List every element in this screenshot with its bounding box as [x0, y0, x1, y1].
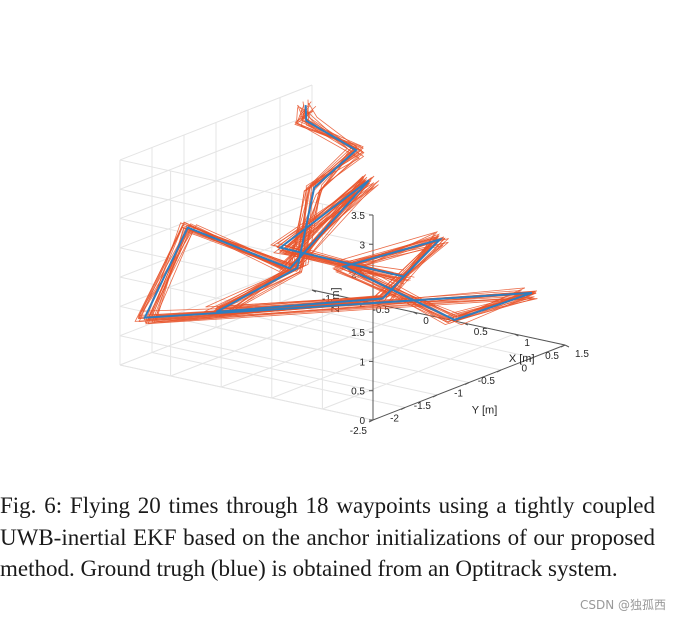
- grid-line: [119, 84, 313, 161]
- y-tick-label: -0.5: [478, 376, 496, 387]
- grid-lines: [119, 84, 566, 421]
- y-tick-mark: [560, 344, 566, 348]
- y-tick-label: 0: [521, 364, 527, 375]
- x-tick-mark: [311, 289, 317, 293]
- y-tick-mark: [464, 382, 470, 385]
- grid-line: [183, 339, 438, 396]
- y-axis-label: Y [m]: [472, 405, 497, 417]
- z-tick-label: 0.5: [351, 387, 365, 398]
- y-tick-mark: [528, 357, 534, 360]
- y-tick-label: -2.5: [350, 426, 368, 437]
- z-tick-label: 3.5: [351, 211, 365, 222]
- grid-line: [151, 352, 406, 408]
- y-tick-label: -2: [390, 414, 399, 425]
- x-tick-mark: [412, 311, 418, 315]
- y-tick-label: 0.5: [545, 351, 559, 362]
- tick-labels: -1-0.500.511.5-2.5-2-1.5-1-0.500.500.511…: [322, 211, 589, 437]
- z-tick-label: 3: [359, 240, 365, 251]
- x-tick-mark: [514, 333, 519, 337]
- grid-line: [119, 113, 313, 190]
- y-tick-label: -1: [454, 389, 463, 400]
- x-axis-label: X [m]: [509, 353, 535, 365]
- trajectory-3d-plot: -1 -0.5 0 0.5 1 1.5 -2.5 -2 -1.5 -1 -0.5 0 0.5 0 0.5 1 1…: [119, 84, 589, 437]
- x-tick-label: 1.5: [575, 349, 589, 360]
- grid-line: [119, 335, 374, 392]
- grid-line: [247, 314, 502, 371]
- z-tick-label: 1.5: [351, 328, 365, 339]
- z-tick-label: 1: [359, 357, 365, 368]
- x-tick-label: -0.5: [373, 305, 391, 316]
- y-tick-mark: [496, 369, 502, 373]
- x-tick-label: 0.5: [474, 327, 488, 338]
- estimate-run-line: [138, 110, 535, 322]
- y-tick-mark: [400, 407, 406, 410]
- watermark: CSDN @独孤西: [579, 598, 666, 612]
- y-tick-label: -1.5: [414, 401, 432, 412]
- estimate-run-line: [147, 104, 537, 318]
- figure-caption: Fig. 6: Flying 20 times through 18 waypo…: [0, 493, 655, 581]
- z-tick-label: 0: [359, 416, 365, 427]
- grid-line: [119, 364, 374, 421]
- plot-canvas: -1-0.500.511.5-2.5-2-1.5-1-0.500.500.511…: [119, 84, 589, 437]
- grid-line: [119, 188, 374, 245]
- y-tick-mark: [432, 394, 438, 398]
- ground-truth-line: [143, 105, 533, 321]
- x-tick-label: 0: [423, 316, 429, 327]
- x-tick-mark: [564, 344, 570, 348]
- x-tick-label: 1: [524, 338, 530, 349]
- ground-truth-trajectory: [143, 105, 533, 321]
